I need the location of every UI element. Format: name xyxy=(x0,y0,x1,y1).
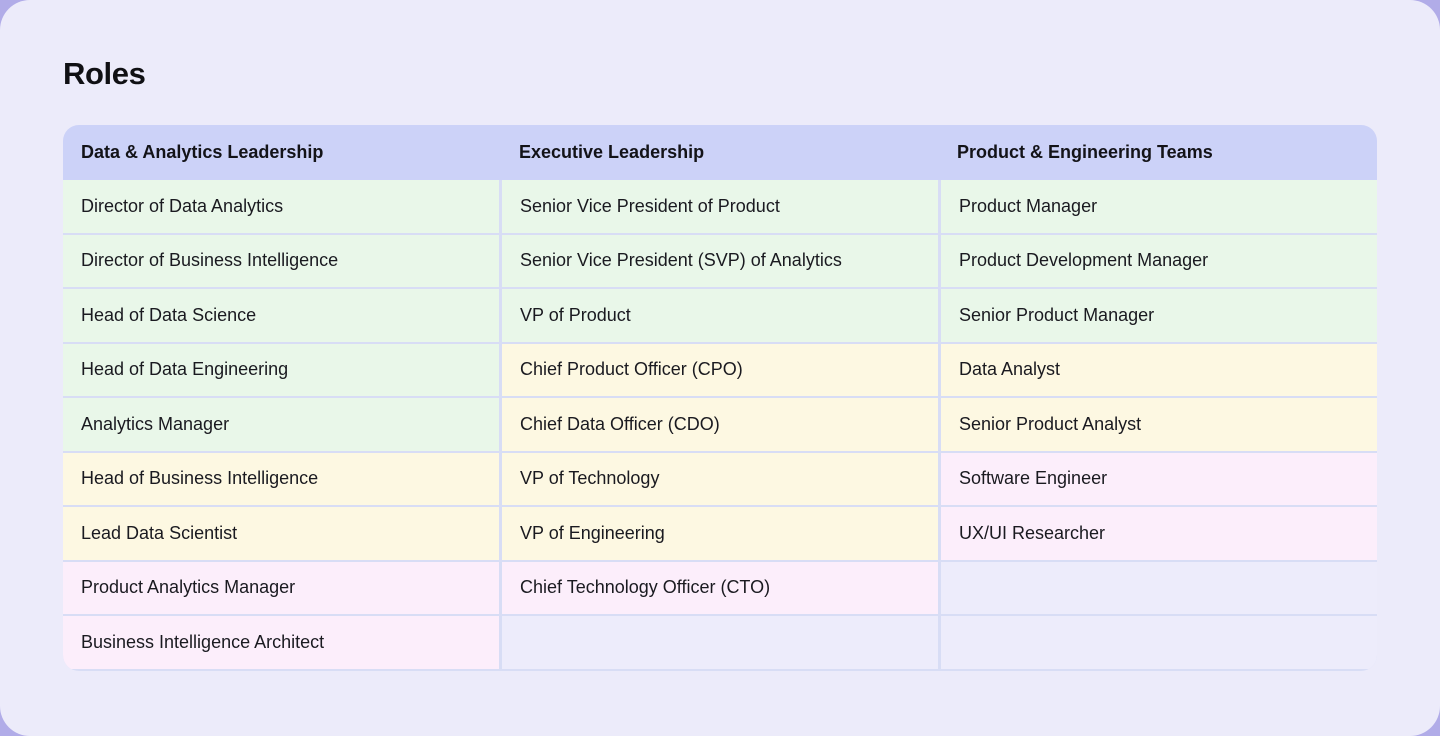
page-content: Roles Data & Analytics Leadership Execut… xyxy=(63,56,1377,671)
table-cell: Chief Data Officer (CDO) xyxy=(502,398,938,451)
table-cell: Software Engineer xyxy=(941,452,1377,505)
table-body: Director of Data Analytics Director of B… xyxy=(63,180,1377,671)
table-cell: Analytics Manager xyxy=(63,398,499,451)
table-cell: VP of Technology xyxy=(502,452,938,505)
table-cell: Business Intelligence Architect xyxy=(63,616,499,669)
table-cell: Director of Business Intelligence xyxy=(63,234,499,287)
column-header-executive-leadership: Executive Leadership xyxy=(519,142,705,162)
table-cell: UX/UI Researcher xyxy=(941,507,1377,560)
table-cell: Senior Product Analyst xyxy=(941,398,1377,451)
column-header-product-engineering-teams: Product & Engineering Teams xyxy=(957,142,1213,162)
table-cell: Product Manager xyxy=(941,180,1377,233)
table-cell: VP of Product xyxy=(502,289,938,342)
table-cell: Lead Data Scientist xyxy=(63,507,499,560)
table-header-row: Data & Analytics Leadership Executive Le… xyxy=(63,125,1377,180)
table-cell: Head of Business Intelligence xyxy=(63,452,499,505)
table-cell: Head of Data Engineering xyxy=(63,343,499,396)
table-cell-empty xyxy=(502,616,938,669)
page-title: Roles xyxy=(63,56,146,91)
table-cell: Senior Vice President (SVP) of Analytics xyxy=(502,234,938,287)
table-cell-empty xyxy=(941,616,1377,669)
table-cell: Data Analyst xyxy=(941,343,1377,396)
roles-table: Data & Analytics Leadership Executive Le… xyxy=(63,125,1377,671)
table-cell: Senior Product Manager xyxy=(941,289,1377,342)
table-cell: VP of Engineering xyxy=(502,507,938,560)
table-cell: Product Development Manager xyxy=(941,234,1377,287)
table-cell: Senior Vice President of Product xyxy=(502,180,938,233)
table-cell: Head of Data Science xyxy=(63,289,499,342)
column-header-data-analytics-leadership: Data & Analytics Leadership xyxy=(81,142,324,162)
table-cell: Director of Data Analytics xyxy=(63,180,499,233)
table-cell: Product Analytics Manager xyxy=(63,561,499,614)
table-cell: Chief Technology Officer (CTO) xyxy=(502,561,938,614)
table-cell-empty xyxy=(941,561,1377,614)
table-cell: Chief Product Officer (CPO) xyxy=(502,343,938,396)
